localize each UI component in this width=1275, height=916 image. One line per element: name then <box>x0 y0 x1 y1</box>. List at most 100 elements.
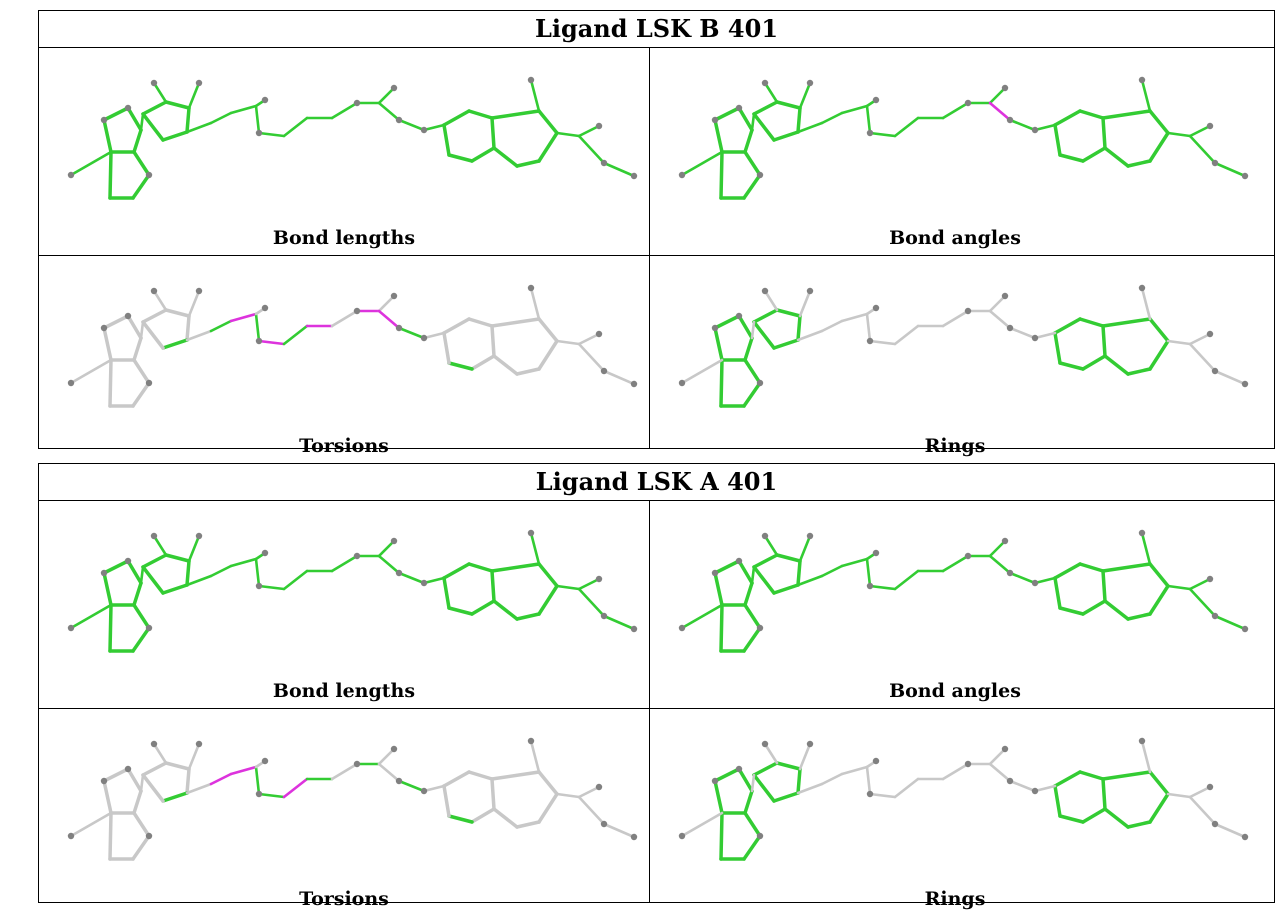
bond-c18-c19 <box>868 131 897 138</box>
bond-c13-c14 <box>772 130 800 142</box>
bond-c13-c14 <box>161 583 189 595</box>
bond-c11-c11m <box>152 534 168 557</box>
bond-c36-c37 <box>515 159 541 168</box>
panel-ligand-b: Ligand LSK B 401 Bond lengths Bond angle… <box>38 10 1275 457</box>
bond-c26-c27 <box>1053 109 1082 127</box>
atom-c9 <box>735 765 743 773</box>
bond-c11-c12 <box>164 553 191 563</box>
atom-c5 <box>145 171 153 179</box>
bond-c26-c27 <box>442 109 471 127</box>
bond-c33-c35 <box>1148 317 1170 343</box>
atom-c9 <box>735 104 743 112</box>
bond-c12-c12m <box>187 742 201 771</box>
bond-c13-c15 <box>185 121 213 134</box>
bond-c21-c22 <box>330 309 359 328</box>
bond-c15-c16 <box>209 319 233 333</box>
cell-bond-angles: Bond angles <box>650 48 1260 255</box>
bond-c31-c26 <box>442 123 451 157</box>
bond-c5-c7a <box>743 150 762 177</box>
atom-c17b <box>261 549 269 557</box>
cell-rings: Rings <box>650 256 1260 463</box>
bond-c28-c29 <box>1101 569 1107 603</box>
bond-c3a-c8 <box>713 118 724 154</box>
bond-c35-c38 <box>555 792 581 799</box>
bond-c4-c5 <box>131 834 151 861</box>
bond-c37-c29 <box>1103 146 1130 168</box>
atom-c39 <box>595 122 603 130</box>
atom-c23m <box>1001 745 1009 753</box>
bond-c33-c34 <box>1140 286 1152 321</box>
bond-c9a-c7a <box>743 789 754 815</box>
bond-c30-c31 <box>447 606 474 616</box>
bond-c14-c10 <box>141 773 165 803</box>
atom-c22 <box>964 99 972 107</box>
atom-c5 <box>145 624 153 632</box>
cell-label: Rings <box>924 888 986 910</box>
cell-label: Torsions <box>299 435 389 457</box>
bond-c5-c7a <box>132 811 151 838</box>
atom-c9 <box>124 557 132 565</box>
bond-c23-c23m <box>377 539 396 558</box>
atom-c11m <box>761 740 769 748</box>
bond-c12-c13 <box>796 767 802 795</box>
atom-c34 <box>527 76 535 84</box>
bond-c26-c27 <box>442 562 471 580</box>
bond-c5-c7a <box>132 603 151 630</box>
bond-c1-c3a <box>69 150 113 177</box>
atom-c5 <box>145 832 153 840</box>
bond-c11-c11m <box>152 742 168 765</box>
bond-c17-c18 <box>254 765 261 796</box>
bond-c15-c16 <box>820 319 844 333</box>
bond-c29-c30 <box>1081 146 1107 163</box>
atom-c23m <box>390 84 398 92</box>
bond-c11-c11m <box>763 742 779 765</box>
bond-c33-c35 <box>1148 562 1170 588</box>
bond-c24-c25 <box>1008 571 1037 585</box>
molecule-diagram <box>678 76 1249 200</box>
bond-c4-c5 <box>742 381 762 408</box>
bond-c24-c25 <box>1008 326 1037 340</box>
atom-c24 <box>1006 777 1014 785</box>
bond-c17-c18 <box>865 312 872 343</box>
atom-c18 <box>255 337 263 345</box>
bond-c40-c41 <box>1213 822 1247 839</box>
atom-c18 <box>255 790 263 798</box>
bond-c23-c24 <box>377 101 401 122</box>
bond-c13-c15 <box>796 329 824 342</box>
bond-c13-c15 <box>796 574 824 587</box>
bond-c17-c18 <box>865 557 872 588</box>
bond-c38-c39 <box>577 332 601 346</box>
bond-c30-c31 <box>1058 361 1085 371</box>
bond-c30-c31 <box>447 153 474 163</box>
bond-c36-c37 <box>1126 159 1152 168</box>
atom-c39 <box>595 330 603 338</box>
atom-c12m <box>806 79 814 87</box>
bond-c37-c29 <box>492 354 519 376</box>
cell-torsions: Torsions <box>39 256 649 463</box>
bond-c35-c36 <box>537 131 559 163</box>
bond-c17-c18 <box>865 104 872 135</box>
bond-c21-c22 <box>941 554 970 573</box>
bond-c17-c18 <box>254 104 261 135</box>
bond-c38-c40 <box>1188 795 1217 826</box>
atom-c24 <box>395 569 403 577</box>
bond-c37-c29 <box>492 807 519 829</box>
bond-c13-c14 <box>161 130 189 142</box>
bond-c3a-c3 <box>719 150 724 200</box>
atom-c1 <box>67 379 75 387</box>
bond-c29-c30 <box>470 354 496 371</box>
bond-c16-c17 <box>840 765 869 776</box>
bond-c1-c3a <box>69 811 113 838</box>
bond-c8-c9 <box>102 559 130 575</box>
bond-c9a-c10 <box>750 112 756 132</box>
bond-c13-c14 <box>161 338 189 350</box>
bond-c23-c24 <box>377 309 401 330</box>
bond-c9-c9a <box>126 559 143 585</box>
bond-c3a-c3 <box>719 358 724 408</box>
bond-c13-c14 <box>772 338 800 350</box>
atom-c41 <box>1241 380 1249 388</box>
bond-c25-c26 <box>1033 331 1057 340</box>
atom-c34 <box>1138 76 1146 84</box>
bond-c35-c36 <box>537 584 559 616</box>
atom-c39 <box>595 575 603 583</box>
